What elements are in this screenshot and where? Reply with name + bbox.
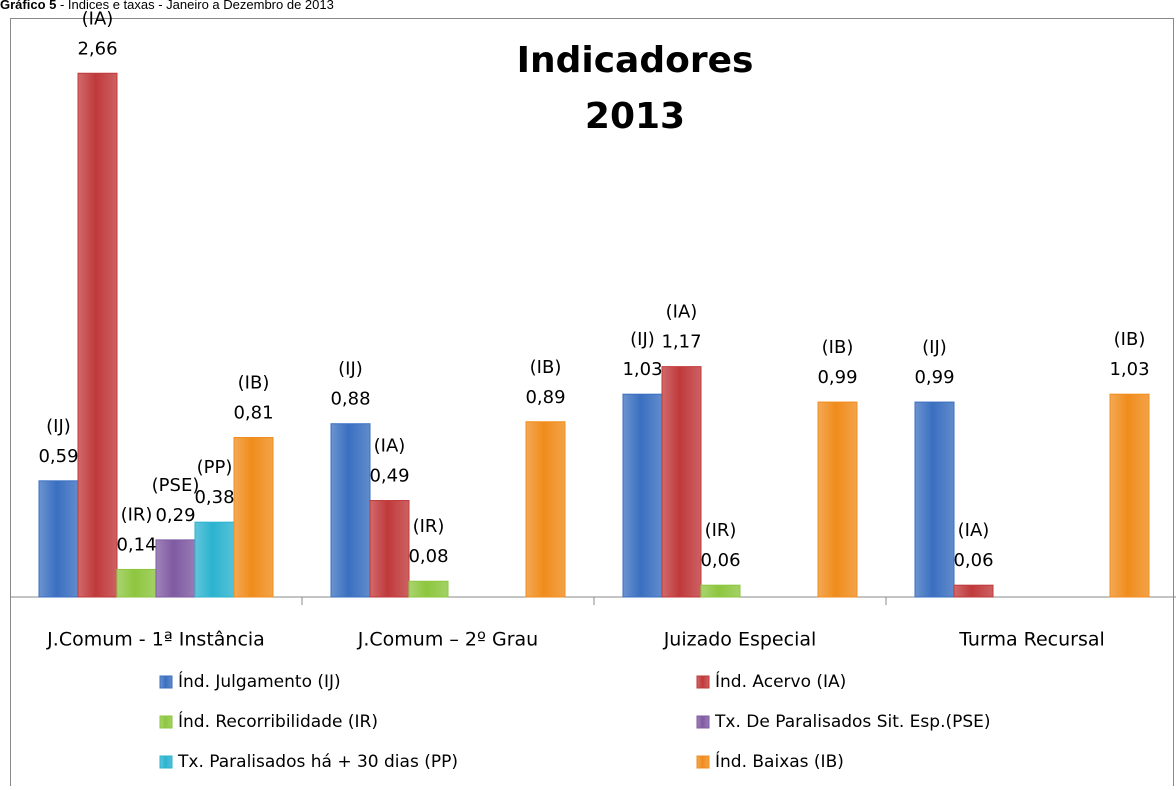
bar	[953, 584, 994, 598]
x-tick-label: J.Comum – 2º Grau	[357, 629, 538, 651]
data-label: 0,06	[953, 550, 993, 571]
legend-swatch	[696, 755, 710, 769]
data-label-tag: (IA)	[82, 8, 114, 29]
bar	[700, 584, 741, 598]
data-label: 2,66	[77, 38, 117, 59]
data-label: 0,59	[38, 446, 78, 467]
data-label-tag: (IA)	[958, 520, 990, 541]
bar	[817, 401, 858, 598]
data-label: 0,99	[817, 367, 857, 388]
bar	[369, 500, 410, 598]
data-label-tag: (IA)	[374, 436, 406, 457]
data-label-tag: (PSE)	[152, 475, 200, 496]
bar	[233, 437, 274, 598]
data-label: 0,29	[155, 505, 195, 526]
data-label-tag: (IJ)	[630, 329, 655, 350]
data-label-tag: (IB)	[530, 357, 562, 378]
legend-label: Índ. Acervo (IA)	[715, 670, 846, 692]
data-label: 0,38	[194, 487, 234, 508]
legend-swatch	[696, 715, 710, 729]
x-tick-label: J.Comum - 1ª Instância	[46, 629, 265, 651]
bar	[525, 421, 566, 598]
caption-label: Gráfico 5	[0, 0, 56, 12]
data-label: 0,06	[700, 550, 740, 571]
bar	[914, 401, 955, 598]
bar	[77, 72, 118, 598]
bar	[661, 366, 702, 598]
data-label: 0,89	[525, 387, 565, 408]
chart-title: 2013	[585, 96, 685, 137]
legend-swatch	[696, 675, 710, 689]
data-label-tag: (PP)	[197, 457, 233, 478]
bar	[155, 539, 196, 598]
data-label: 1,17	[661, 332, 701, 353]
data-label: 0,88	[330, 389, 370, 410]
data-label-tag: (IB)	[822, 337, 854, 358]
data-label: 0,99	[914, 367, 954, 388]
data-label-tag: (IJ)	[338, 359, 363, 380]
data-label-tag: (IR)	[121, 504, 153, 525]
legend-swatch	[159, 755, 173, 769]
bar	[116, 568, 157, 598]
caption: Gráfico 5 - Índices e taxas - Janeiro a …	[0, 0, 334, 12]
legend-swatch	[159, 715, 173, 729]
legend-swatch	[159, 675, 173, 689]
bar	[38, 480, 79, 598]
data-label: 0,81	[233, 403, 273, 424]
data-label: 0,08	[408, 546, 448, 567]
bar	[408, 580, 449, 598]
data-label: 1,03	[622, 359, 662, 380]
data-label-tag: (IB)	[1114, 329, 1146, 350]
bar	[194, 521, 235, 598]
legend-label: Índ. Recorribilidade (IR)	[178, 710, 378, 732]
chart-title: Indicadores	[517, 40, 754, 81]
x-tick-label: Turma Recursal	[958, 629, 1105, 651]
caption-text: - Índices e taxas - Janeiro a Dezembro d…	[56, 0, 333, 12]
data-label-tag: (IR)	[705, 520, 737, 541]
legend-label: Índ. Julgamento (IJ)	[178, 670, 341, 692]
legend-label: Tx. Paralisados há + 30 dias (PP)	[177, 752, 458, 772]
data-label-tag: (IJ)	[922, 337, 947, 358]
bar	[1109, 393, 1150, 598]
legend-label: Índ. Baixas (IB)	[715, 750, 844, 772]
data-label-tag: (IA)	[666, 302, 698, 323]
data-label: 1,03	[1109, 359, 1149, 380]
x-tick-label: Juizado Especial	[663, 629, 817, 651]
data-label-tag: (IB)	[238, 373, 270, 394]
data-label-tag: (IR)	[413, 516, 445, 537]
data-label: 0,14	[116, 534, 156, 555]
data-label: 0,49	[369, 466, 409, 487]
bar	[622, 393, 663, 598]
bar	[330, 423, 371, 598]
data-label-tag: (IJ)	[46, 416, 71, 437]
legend-label: Tx. De Paralisados Sit. Esp.(PSE)	[714, 712, 991, 732]
